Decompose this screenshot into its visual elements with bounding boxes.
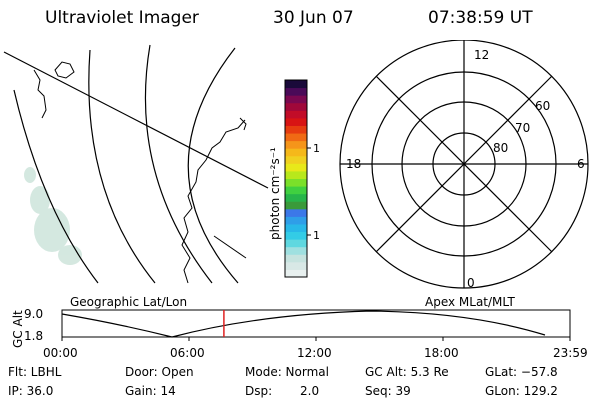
time-label: 07:38:59 UT bbox=[428, 8, 533, 28]
mode-status: Mode: Normal bbox=[245, 365, 329, 379]
glat-status: GLat: −57.8 bbox=[485, 365, 558, 379]
colorbar-cell bbox=[285, 216, 307, 225]
colorbar-cell bbox=[285, 201, 307, 210]
colorbar-cell bbox=[285, 110, 307, 119]
x-tick-label-1800: 18:00 bbox=[424, 346, 459, 360]
colorbar-unit-label: photon cm⁻²s⁻¹ bbox=[268, 147, 282, 240]
mlt-label-6: 6 bbox=[577, 157, 585, 171]
colorbar-cell bbox=[285, 186, 307, 195]
colorbar: 100 10 photon cm⁻²s⁻¹ bbox=[268, 79, 320, 278]
colorbar-cell bbox=[285, 170, 307, 179]
mlt-label-12: 12 bbox=[474, 48, 489, 62]
colorbar-cell bbox=[285, 269, 307, 278]
x-tick-label-1200: 12:00 bbox=[297, 346, 332, 360]
x-tick-label-0000: 00:00 bbox=[43, 346, 78, 360]
date-label: 30 Jun 07 bbox=[273, 8, 354, 28]
gain-status: Gain: 14 bbox=[125, 384, 176, 398]
lat-label-70: 70 bbox=[515, 121, 530, 135]
longitude-line bbox=[3, 51, 269, 189]
polar-plot: 12 18 6 0 60 70 80 bbox=[339, 40, 589, 290]
ip-status: IP: 36.0 bbox=[8, 384, 54, 398]
colorbar-cell bbox=[285, 178, 307, 187]
app-title: Ultraviolet Imager bbox=[45, 8, 199, 28]
colorbar-cell bbox=[285, 261, 307, 270]
dsp-label: Dsp: bbox=[245, 384, 273, 398]
latitude-lines bbox=[13, 44, 239, 284]
colorbar-cell bbox=[285, 163, 307, 172]
colorbar-cell bbox=[285, 125, 307, 134]
colorbar-cell bbox=[285, 246, 307, 255]
colorbar-cell bbox=[285, 239, 307, 248]
colorbar-cell bbox=[285, 140, 307, 149]
apex-label: Apex MLat/MLT bbox=[425, 295, 515, 309]
colorbar-cell bbox=[285, 254, 307, 263]
colorbar-cell bbox=[285, 117, 307, 126]
colorbar-cell bbox=[285, 223, 307, 233]
colorbar-cell bbox=[285, 133, 307, 142]
gc-alt-status: GC Alt: 5.3 Re bbox=[365, 365, 449, 379]
geographic-label: Geographic Lat/Lon bbox=[70, 295, 188, 309]
colorbar-cell bbox=[285, 155, 307, 164]
aurora-emission bbox=[24, 167, 82, 265]
lat-label-80: 80 bbox=[493, 141, 508, 155]
orbit-altitude-curve bbox=[61, 310, 546, 338]
y-tick-label-1-8: 1.8 bbox=[24, 329, 43, 343]
gc-alt-axis-label: GC Alt bbox=[11, 310, 25, 348]
coastline bbox=[33, 61, 247, 284]
colorbar-scale bbox=[285, 80, 307, 278]
door-status: Door: Open bbox=[125, 365, 194, 379]
colorbar-frame bbox=[284, 79, 308, 278]
colorbar-cell bbox=[285, 102, 307, 111]
glon-status: GLon: 129.2 bbox=[485, 384, 558, 398]
orbit-x-ticks bbox=[61, 337, 571, 341]
x-tick-label-0600: 06:00 bbox=[170, 346, 205, 360]
filter-status: Flt: LBHL bbox=[8, 365, 62, 379]
lat-label-60: 60 bbox=[535, 99, 550, 113]
mlt-label-18: 18 bbox=[346, 157, 361, 171]
colorbar-cell bbox=[285, 208, 307, 217]
colorbar-cell bbox=[285, 148, 307, 157]
colorbar-tick-label-10: 10 bbox=[313, 229, 320, 242]
orbit-altitude-plot: GC Alt 9.0 1.8 bbox=[11, 307, 571, 348]
colorbar-cell bbox=[285, 193, 307, 202]
colorbar-cell bbox=[285, 231, 307, 240]
colorbar-cell bbox=[285, 80, 307, 89]
mlt-label-0: 0 bbox=[467, 276, 475, 290]
sequence-status: Seq: 39 bbox=[365, 384, 411, 398]
colorbar-tick-label-100: 100 bbox=[313, 142, 320, 155]
colorbar-cell bbox=[285, 95, 307, 104]
colorbar-cell bbox=[285, 87, 307, 96]
y-tick-label-9: 9.0 bbox=[24, 307, 43, 321]
x-tick-label-2359: 23:59 bbox=[553, 346, 588, 360]
polar-diagonal-2 bbox=[375, 75, 553, 253]
dsp-value: 2.0 bbox=[300, 384, 320, 398]
